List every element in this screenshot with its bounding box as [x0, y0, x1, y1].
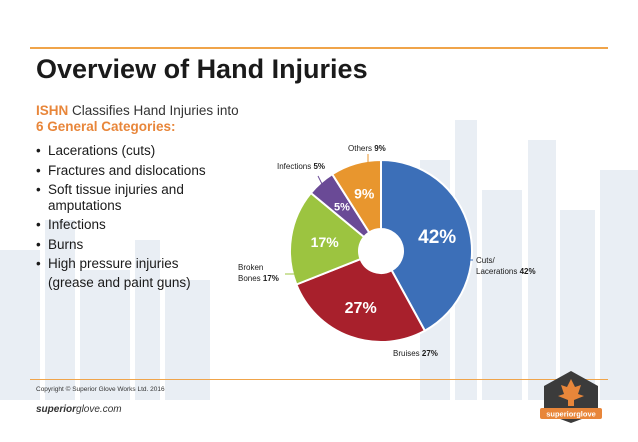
slice-broken-bones [289, 191, 366, 286]
copyright-text: Copyright © Superior Glove Works Ltd. 20… [36, 386, 165, 393]
list-item-text: (grease and paint guns) [48, 274, 191, 290]
list-item: Burns [36, 237, 266, 253]
list-item-text: High pressure injuries [48, 256, 179, 271]
list-item-text: Burns [48, 236, 84, 252]
site-brand: superior [36, 404, 77, 415]
callout-label: Infections 5% [277, 162, 325, 171]
subtitle-categories: 6 General Categories: [36, 119, 176, 134]
list-item: Infections [36, 217, 266, 233]
slice-others [330, 158, 382, 234]
top-divider [30, 47, 608, 49]
slice-value-label: 42% [418, 227, 456, 248]
slice-value-label: 17% [311, 234, 340, 250]
injury-list: Lacerations (cuts) Fractures and disloca… [36, 143, 266, 294]
list-item-text: Soft tissue injuries and [48, 182, 184, 197]
list-item: High pressure injuries [36, 256, 266, 272]
subtitle: ISHN Classifies Hand Injuries into 6 Gen… [36, 103, 239, 135]
list-item-text: Fractures and dislocations [48, 162, 206, 178]
subtitle-text: Classifies Hand Injuries into [68, 103, 239, 118]
callout-label: Cuts/Lacerations 42% [476, 256, 536, 276]
callout-leader-line [317, 175, 323, 185]
logo-leaf [558, 379, 584, 406]
callout-label: Others 9% [348, 144, 386, 153]
slice-value-label: 5% [334, 202, 350, 214]
list-item-continuation: (grease and paint guns) [36, 275, 266, 291]
slice-cuts [380, 158, 473, 333]
footer-website: superiorglove.com [36, 404, 122, 415]
page-title: Overview of Hand Injuries [36, 54, 368, 84]
callout-label: Bruises 27% [393, 349, 438, 358]
superior-glove-logo: superiorglove [540, 371, 602, 423]
subtitle-brand: ISHN [36, 103, 69, 118]
injury-donut-chart: 42% 27% 17% 5% 9% Cuts/Lacerations 42% Bruises… [238, 144, 536, 358]
slice-value-label: 9% [354, 185, 375, 201]
list-item-text: Infections [48, 217, 106, 232]
site-rest: glove.com [76, 404, 122, 415]
logo-text: superiorglove [546, 410, 596, 419]
slice-bruises [295, 257, 427, 343]
list-item: Fractures and dislocations [36, 163, 266, 179]
callout-label: Broken Bones 17% [238, 263, 279, 283]
slice-value-label: 27% [345, 300, 377, 317]
list-item-text: Lacerations (cuts) [48, 143, 156, 158]
list-item: Lacerations (cuts) [36, 143, 266, 159]
list-item-continuation: amputations [48, 197, 122, 213]
bottom-divider [30, 379, 608, 380]
